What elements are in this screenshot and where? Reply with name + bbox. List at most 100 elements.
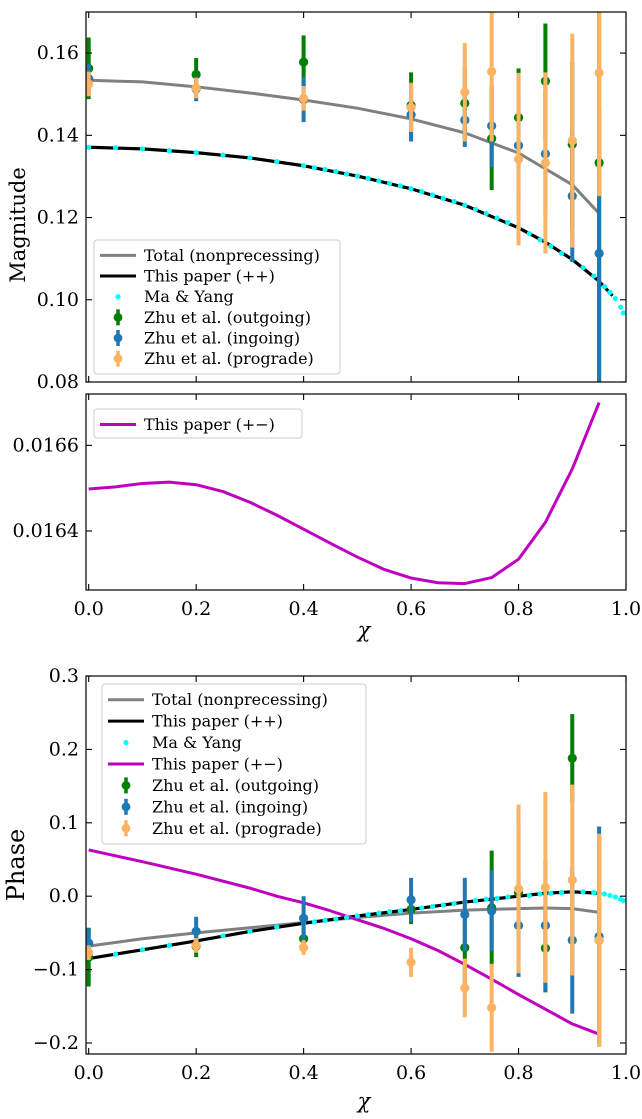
data-point [406, 102, 416, 112]
axes-frame [85, 11, 627, 383]
data-point [567, 875, 577, 885]
legend-label: Zhu et al. (ingoing) [144, 329, 300, 348]
x-axis-label: χ [356, 1089, 372, 1113]
data-point [487, 906, 497, 916]
legend-dot-swatch [123, 739, 129, 746]
data-point [333, 916, 339, 922]
y-tick-label: 0.08 [37, 371, 79, 393]
legend-entry: Ma & Yang [115, 287, 234, 306]
y-tick-label: 0.2 [49, 738, 79, 760]
x-axis-label: χ [356, 618, 372, 642]
data-point [607, 892, 613, 899]
series-0 [88, 906, 600, 948]
data-point [612, 894, 618, 900]
data-point [591, 273, 597, 279]
legend-entry: Zhu et al. (ingoing) [121, 797, 308, 816]
data-point [299, 93, 309, 103]
legend-box [101, 683, 367, 845]
data-point [487, 1003, 497, 1013]
legend-label: Zhu et al. (outgoing) [144, 308, 311, 327]
ticks: 0.0 0.2 0.4 0.6 0.8 1.0 0.0164 0.0166 [13, 394, 641, 620]
legend: Total (nonprecessing) This paper (++)Ma &… [93, 239, 341, 375]
data-point [311, 165, 317, 171]
y-axis-label: Magnitude [6, 167, 30, 283]
legend-entry: Zhu et al. (ingoing) [113, 329, 300, 348]
x-tick-label: 0.6 [396, 1062, 426, 1084]
data-point [558, 250, 565, 256]
legend-marker-swatch [121, 781, 131, 790]
data-point [460, 983, 470, 993]
legend-marker-swatch [113, 354, 123, 364]
legend-marker-swatch [113, 312, 123, 322]
legend-label: Zhu et al. (ingoing) [152, 797, 308, 816]
data-point [429, 192, 436, 198]
legend-entry: Ma & Yang [123, 733, 242, 752]
y-axis-label: Phase [2, 829, 30, 901]
data-point [365, 911, 371, 918]
data-point [505, 219, 511, 226]
data-point [86, 948, 94, 958]
data-point [487, 67, 497, 77]
x-tick-label: 1.0 [611, 598, 641, 620]
legend-entry: This paper (++) [108, 712, 283, 731]
data-point [274, 159, 280, 165]
data-point [301, 163, 307, 169]
data-point [397, 183, 403, 189]
legend-label: Total (nonprecessing) [144, 246, 320, 265]
data-point [618, 304, 624, 310]
data-point [440, 195, 446, 201]
data-point [440, 902, 446, 908]
plot-area [86, 12, 626, 382]
series-line [88, 848, 600, 1036]
data-point [537, 237, 543, 243]
data-point [580, 265, 586, 271]
data-point [601, 891, 608, 897]
data-point [333, 168, 339, 175]
data-point [472, 897, 479, 904]
legend-entry: This paper (+−) [100, 415, 275, 434]
series-line [88, 401, 601, 586]
data-point [513, 884, 524, 894]
data-point [451, 198, 457, 205]
x-tick-label: 1.0 [611, 1062, 641, 1084]
phase-panel: 0.0 0.2 0.4 0.6 0.8 1.0 −0.2 −0.1 0.0 0.1 0.2 0.3 Ph… [2, 665, 641, 1113]
data-point [191, 69, 201, 80]
legend-dot-swatch [115, 294, 121, 300]
data-point [580, 889, 586, 895]
y-tick-label: −0.1 [33, 959, 79, 981]
data-point [472, 206, 479, 212]
data-point [526, 892, 532, 899]
series-2 [86, 144, 626, 316]
data-point [408, 186, 414, 192]
data-point [365, 175, 371, 182]
data-point [494, 895, 500, 901]
x-tick-label: 0.4 [289, 598, 319, 620]
data-point [299, 913, 309, 923]
data-point [386, 180, 393, 187]
data-point [112, 145, 119, 151]
series-line [88, 78, 601, 215]
data-point [274, 924, 280, 930]
legend: This paper (+−) [93, 408, 303, 439]
legend-label: Total (nonprecessing) [152, 690, 328, 709]
x-tick-label: 0.0 [74, 598, 104, 620]
data-point [354, 913, 360, 919]
data-point [322, 166, 328, 173]
legend-marker-swatch [121, 802, 131, 812]
series-0 [88, 401, 601, 586]
data-point [112, 951, 119, 957]
data-point [193, 150, 199, 156]
legend-label: Ma & Yang [152, 733, 242, 752]
data-point [607, 289, 613, 295]
magnitude-panel: 0.08 0.10 0.12 0.14 0.16 Magnitude Total (nonp… [6, 11, 627, 393]
legend-entry: This paper (++) [100, 267, 275, 286]
data-point [397, 908, 403, 914]
data-point [343, 171, 350, 177]
data-point [247, 928, 253, 935]
data-point [166, 942, 172, 948]
legend-entry: Total (nonprecessing) [108, 690, 328, 709]
y-tick-label: 0.14 [37, 124, 79, 146]
data-point [548, 243, 554, 249]
data-point [354, 173, 360, 179]
